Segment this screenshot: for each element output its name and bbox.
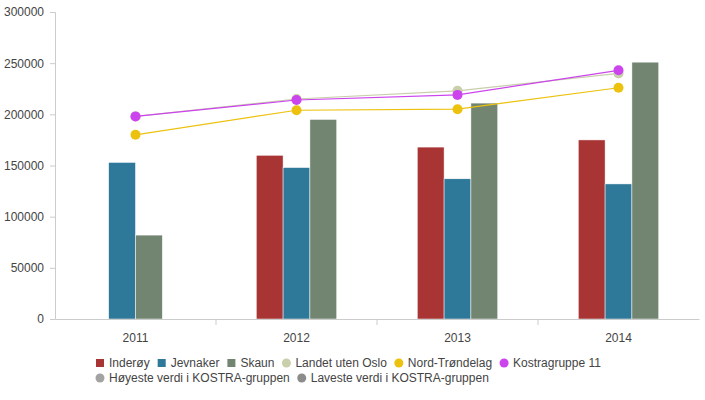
y-tick: 300000 — [4, 5, 55, 19]
bar — [109, 162, 136, 319]
legend-item: Kostragruppe 11 — [500, 356, 602, 370]
bar — [136, 235, 163, 319]
x-tick-label: 2013 — [444, 331, 471, 345]
legend-label: Jevnaker — [171, 356, 220, 370]
legend-item: Nord-Trøndelag — [394, 356, 492, 370]
legend-item: Landet uten Oslo — [282, 356, 387, 370]
legend-item: Høyeste verdi i KOSTRA-gruppen — [96, 371, 290, 385]
y-tick-mark — [50, 12, 55, 13]
point — [292, 105, 302, 115]
y-tick-mark — [50, 63, 55, 64]
y-tick-label: 300000 — [4, 5, 44, 19]
y-tick-label: 150000 — [4, 159, 44, 173]
legend-symbol — [227, 359, 235, 367]
chart: 0 50000 100000 150000 200000 250000 300000 2011… — [0, 0, 705, 400]
y-tick-label: 250000 — [4, 57, 44, 71]
x-tick-label: 2011 — [123, 331, 149, 345]
y-tick-mark — [50, 114, 55, 115]
y-axis: 0 50000 100000 150000 200000 250000 300000 — [4, 5, 56, 326]
y-tick-mark — [50, 268, 55, 269]
legend-item: Jevnaker — [158, 356, 220, 370]
point — [131, 111, 141, 121]
x-boundary-tick — [538, 319, 539, 325]
y-tick-label: 100000 — [4, 210, 44, 224]
bar — [632, 62, 659, 319]
point — [131, 130, 141, 140]
marks — [109, 62, 659, 319]
legend-item: Laveste verdi i KOSTRA-gruppen — [297, 371, 489, 385]
bar — [310, 119, 337, 319]
point — [453, 104, 463, 114]
y-tick-mark — [50, 319, 55, 320]
point — [131, 111, 141, 121]
line — [136, 70, 619, 116]
x-axis: 2011 2012 2013 2014 — [56, 319, 700, 345]
legend-symbol — [96, 359, 104, 367]
bar — [578, 140, 605, 319]
legend-label: Landet uten Oslo — [295, 356, 387, 370]
point — [614, 65, 624, 75]
legend-item: Skaun — [227, 356, 274, 370]
legend-item: Inderøy — [96, 356, 150, 370]
legend-label: Høyeste verdi i KOSTRA-gruppen — [109, 371, 290, 385]
legend-symbol — [96, 374, 105, 383]
x-tick: 2012 — [283, 319, 310, 345]
legend-symbol — [282, 359, 291, 368]
y-tick-label: 50000 — [11, 261, 45, 275]
y-tick: 150000 — [4, 159, 55, 173]
x-tick-label: 2012 — [283, 331, 310, 345]
x-tick: 2013 — [444, 319, 471, 345]
x-tick-label: 2014 — [605, 331, 632, 345]
plot: 0 50000 100000 150000 200000 250000 300000 2011… — [4, 5, 700, 344]
legend-symbol — [500, 359, 509, 368]
x-tick: 2014 — [605, 319, 632, 345]
x-tick: 2011 — [123, 319, 149, 345]
legend-label: Skaun — [240, 356, 274, 370]
x-boundary-tick — [377, 319, 378, 325]
y-tick-mark — [50, 217, 55, 218]
legend-label: Nord-Trøndelag — [408, 356, 492, 370]
point — [614, 83, 624, 93]
line — [136, 88, 619, 135]
bar — [605, 184, 632, 319]
y-tick-mark — [50, 166, 55, 167]
bar — [256, 155, 283, 319]
legend: Inderøy Jevnaker Skaun Landet uten Oslo Nord… — [96, 356, 602, 385]
point — [453, 90, 463, 100]
y-tick: 50000 — [11, 261, 55, 275]
bar — [471, 103, 498, 319]
legend-label: Laveste verdi i KOSTRA-gruppen — [311, 371, 489, 385]
legend-label: Inderøy — [109, 356, 150, 370]
y-tick: 0 — [37, 312, 55, 326]
point — [292, 95, 302, 105]
y-tick: 100000 — [4, 210, 55, 224]
legend-symbol — [158, 359, 166, 367]
bar — [444, 179, 471, 319]
legend-label: Kostragruppe 11 — [513, 356, 601, 370]
y-tick-label: 200000 — [4, 108, 44, 122]
bar — [283, 168, 310, 319]
legend-symbol — [394, 359, 403, 368]
y-tick-label: 0 — [37, 312, 44, 326]
bar — [417, 147, 444, 319]
y-axis-line — [50, 13, 56, 320]
x-boundary-tick — [216, 319, 217, 325]
legend-symbol — [297, 374, 306, 383]
y-tick: 250000 — [4, 57, 55, 71]
y-tick: 200000 — [4, 108, 55, 122]
